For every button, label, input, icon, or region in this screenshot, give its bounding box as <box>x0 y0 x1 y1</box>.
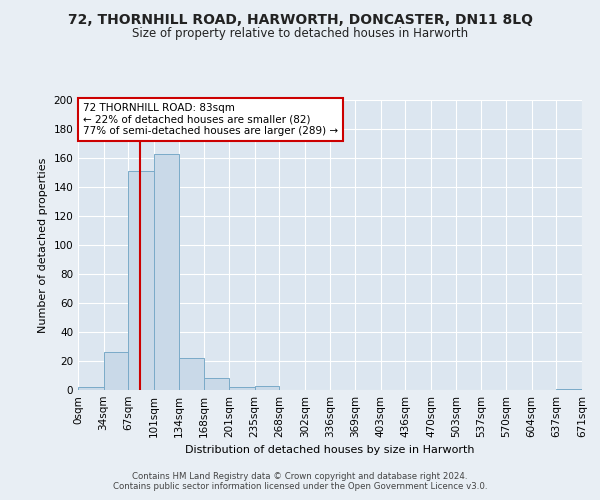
Text: Contains public sector information licensed under the Open Government Licence v3: Contains public sector information licen… <box>113 482 487 491</box>
Text: Size of property relative to detached houses in Harworth: Size of property relative to detached ho… <box>132 28 468 40</box>
Y-axis label: Number of detached properties: Number of detached properties <box>38 158 48 332</box>
Bar <box>154 154 179 390</box>
Bar <box>78 387 104 390</box>
Bar <box>128 171 154 390</box>
Bar <box>104 352 128 390</box>
Bar <box>254 386 279 390</box>
Bar <box>204 378 229 390</box>
Bar <box>229 387 254 390</box>
Text: Contains HM Land Registry data © Crown copyright and database right 2024.: Contains HM Land Registry data © Crown c… <box>132 472 468 481</box>
Bar <box>556 388 582 390</box>
Text: 72, THORNHILL ROAD, HARWORTH, DONCASTER, DN11 8LQ: 72, THORNHILL ROAD, HARWORTH, DONCASTER,… <box>67 12 533 26</box>
X-axis label: Distribution of detached houses by size in Harworth: Distribution of detached houses by size … <box>185 446 475 456</box>
Bar <box>179 358 204 390</box>
Text: 72 THORNHILL ROAD: 83sqm
← 22% of detached houses are smaller (82)
77% of semi-d: 72 THORNHILL ROAD: 83sqm ← 22% of detach… <box>83 103 338 136</box>
